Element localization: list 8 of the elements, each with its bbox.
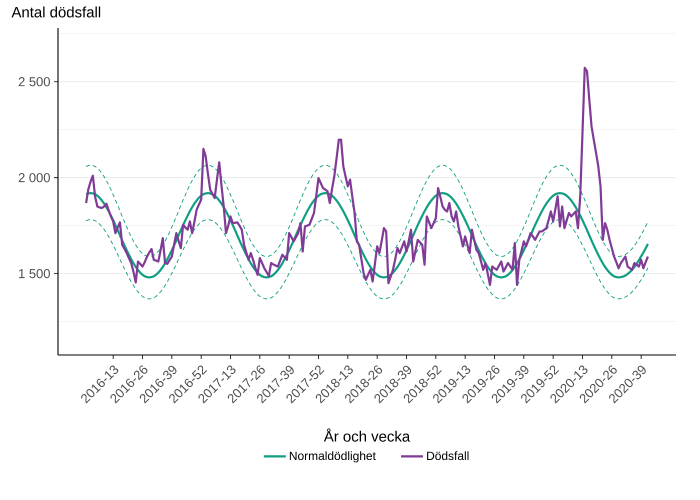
x-axis-title: År och vecka bbox=[324, 428, 410, 442]
y-tick-label: 2 000 bbox=[18, 173, 50, 182]
legend-label: Dödsfall bbox=[427, 451, 469, 460]
line-series bbox=[84, 192, 650, 279]
y-axis-title: Antal dödsfall bbox=[11, 6, 100, 18]
legend-label: Normaldödlighet bbox=[290, 451, 376, 462]
y-tick-label: 2 500 bbox=[18, 77, 50, 86]
y-tick-label: 1 500 bbox=[19, 269, 50, 278]
